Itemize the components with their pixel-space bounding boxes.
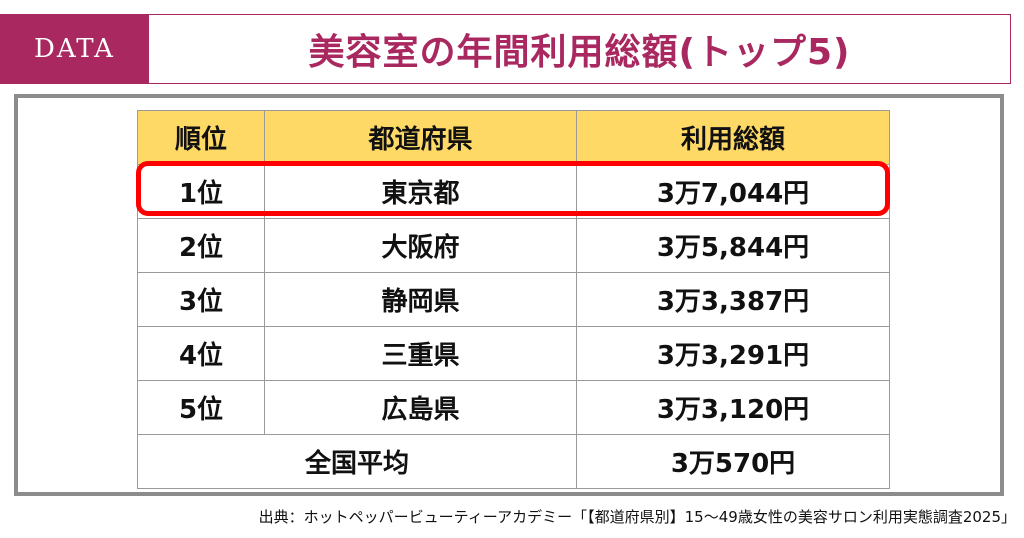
table-row: 2位 大阪府 3万5,844円 <box>137 218 890 273</box>
column-header-rank: 順位 <box>137 110 265 165</box>
rank-cell: 2位 <box>137 218 265 273</box>
prefecture-cell: 大阪府 <box>264 218 577 273</box>
table-header-row: 順位 都道府県 利用総額 <box>137 110 890 165</box>
amount-cell: 3万3,387円 <box>576 272 890 327</box>
prefecture-cell: 三重県 <box>264 326 577 381</box>
prefecture-cell: 東京都 <box>264 164 577 219</box>
rank-cell: 5位 <box>137 380 265 435</box>
data-badge-label: DATA <box>34 34 115 64</box>
rank-cell: 4位 <box>137 326 265 381</box>
average-label: 全国平均 <box>137 434 577 489</box>
table-row: 4位 三重県 3万3,291円 <box>137 326 890 381</box>
table-frame <box>14 94 1004 496</box>
ranking-table: 順位 都道府県 利用総額 1位 東京都 3万7,044円 2位 大阪府 3万5,… <box>137 110 890 489</box>
data-badge: DATA <box>0 14 149 84</box>
table-row: 1位 東京都 3万7,044円 <box>137 164 890 219</box>
source-citation: 出典：ホットペッパービューティーアカデミー「【都道府県別】15〜49歳女性の美容… <box>258 508 1016 526</box>
page-title: 美容室の年間利用総額(トップ5) <box>308 32 851 73</box>
average-row: 全国平均 3万570円 <box>137 434 890 489</box>
average-amount: 3万570円 <box>576 434 890 489</box>
column-header-prefecture: 都道府県 <box>264 110 577 165</box>
rank-cell: 1位 <box>137 164 265 219</box>
table-row: 5位 広島県 3万3,120円 <box>137 380 890 435</box>
amount-cell: 3万3,120円 <box>576 380 890 435</box>
prefecture-cell: 広島県 <box>264 380 577 435</box>
rank-cell: 3位 <box>137 272 265 327</box>
column-header-amount: 利用総額 <box>576 110 890 165</box>
prefecture-cell: 静岡県 <box>264 272 577 327</box>
page-title-box: 美容室の年間利用総額(トップ5) <box>149 14 1011 84</box>
table-row: 3位 静岡県 3万3,387円 <box>137 272 890 327</box>
amount-cell: 3万5,844円 <box>576 218 890 273</box>
amount-cell: 3万3,291円 <box>576 326 890 381</box>
amount-cell: 3万7,044円 <box>576 164 890 219</box>
